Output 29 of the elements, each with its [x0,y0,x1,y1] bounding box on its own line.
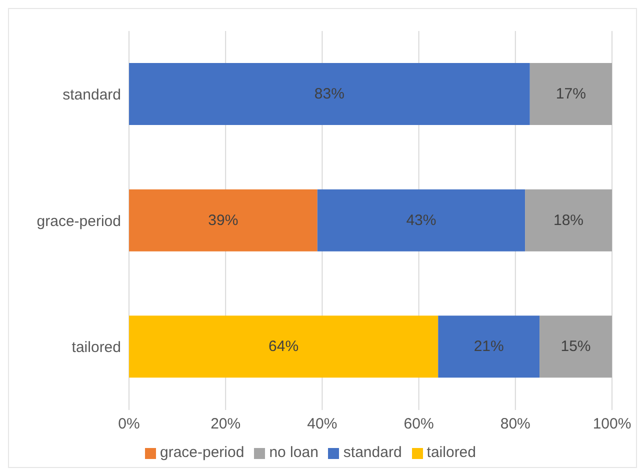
data-label: 83% [314,86,344,102]
bar [129,189,318,252]
data-label: 17% [556,86,586,102]
x-tick-label: 40% [307,416,338,433]
data-label: 15% [560,338,591,356]
bar [438,316,540,378]
legend-label: grace-period [160,444,244,461]
y-tick-label: grace-period [36,212,121,230]
bar [540,316,612,378]
x-tick-label: 80% [500,416,530,433]
bar [525,189,612,252]
data-label: 18% [554,212,584,229]
bar [530,63,612,125]
x-tick-label: 0% [118,416,140,433]
y-tick-label: tailored [72,339,121,356]
bar [317,189,526,252]
x-tick-label: 60% [404,416,434,433]
x-tick-label: 100% [592,416,632,433]
legend-label: tailored [426,444,476,461]
legend-label: standard [343,444,402,461]
data-label: 43% [406,212,436,229]
data-label: 64% [268,338,299,356]
bar [129,63,530,125]
data-label: 21% [474,338,504,356]
data-label: 39% [208,212,238,229]
x-tick-label: 20% [210,416,241,433]
legend-label: no loan [269,444,318,461]
y-tick-label: standard [62,86,121,104]
bar [129,316,438,378]
